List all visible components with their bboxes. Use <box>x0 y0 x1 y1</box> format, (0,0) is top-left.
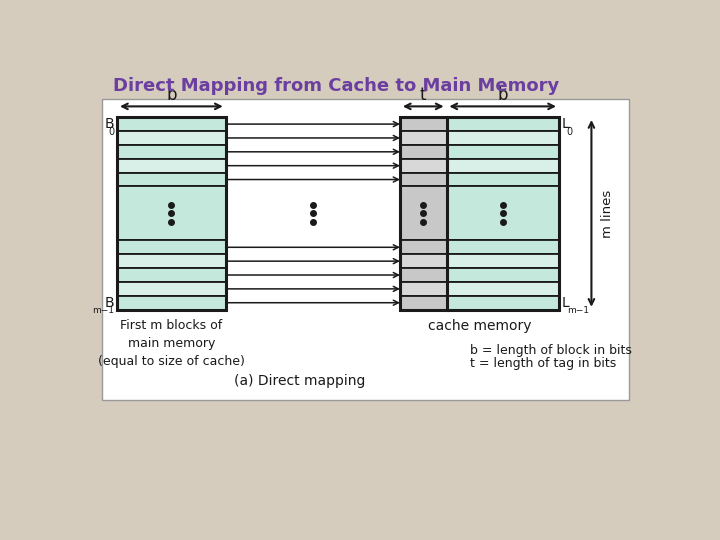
Text: m lines: m lines <box>600 190 613 238</box>
Text: b: b <box>166 86 176 104</box>
Text: cache memory: cache memory <box>428 319 531 333</box>
Bar <box>446 117 559 131</box>
Text: b: b <box>498 86 508 104</box>
Bar <box>446 145 559 159</box>
Bar <box>446 268 559 282</box>
Bar <box>102 99 629 400</box>
Bar <box>117 186 225 240</box>
Text: Direct Mapping from Cache to Main Memory: Direct Mapping from Cache to Main Memory <box>113 77 559 96</box>
Bar <box>446 282 559 296</box>
Bar <box>117 173 225 186</box>
Bar <box>446 240 559 254</box>
Bar <box>400 173 446 186</box>
Bar <box>400 296 446 309</box>
Bar <box>117 117 225 131</box>
Text: L: L <box>562 117 570 131</box>
Bar <box>117 131 225 145</box>
Bar <box>117 268 225 282</box>
Bar <box>117 145 225 159</box>
Bar <box>400 117 446 131</box>
Bar <box>117 117 225 309</box>
Bar <box>446 131 559 145</box>
Text: t: t <box>420 86 426 104</box>
Bar <box>446 173 559 186</box>
Bar <box>400 159 446 173</box>
Text: 0: 0 <box>567 127 572 137</box>
Text: m−1: m−1 <box>567 306 589 315</box>
Bar <box>400 240 446 254</box>
Bar <box>400 186 446 240</box>
Bar <box>400 145 446 159</box>
Text: B: B <box>104 117 114 131</box>
Text: L: L <box>562 296 570 310</box>
Bar <box>117 240 225 254</box>
Bar <box>117 254 225 268</box>
Text: b = length of block in bits: b = length of block in bits <box>469 345 631 357</box>
Bar <box>446 254 559 268</box>
Text: (a) Direct mapping: (a) Direct mapping <box>233 374 365 388</box>
Text: t = length of tag in bits: t = length of tag in bits <box>469 357 616 370</box>
Text: m−1: m−1 <box>92 306 114 315</box>
Bar <box>117 282 225 296</box>
Bar <box>117 296 225 309</box>
Bar <box>400 268 446 282</box>
Bar <box>400 131 446 145</box>
Bar <box>400 254 446 268</box>
Bar <box>446 186 559 240</box>
Bar <box>446 159 559 173</box>
Bar <box>117 159 225 173</box>
Text: First m blocks of
main memory
(equal to size of cache): First m blocks of main memory (equal to … <box>98 319 245 368</box>
Text: 0: 0 <box>108 127 114 137</box>
Text: B: B <box>104 296 114 310</box>
Bar <box>400 117 559 309</box>
Bar <box>446 296 559 309</box>
Bar <box>400 282 446 296</box>
